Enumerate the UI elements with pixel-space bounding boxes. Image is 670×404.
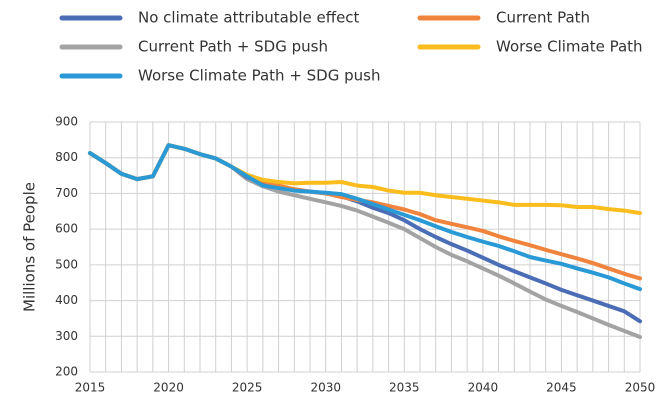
y-tick-label: 200 [55,365,78,379]
x-tick-label: 2025 [232,381,263,395]
legend-label: Current Path [496,9,590,27]
series-line [88,143,642,324]
legend-label: Current Path + SDG push [138,38,328,56]
legend-label: No climate attributable effect [138,9,360,27]
legend-label: Worse Climate Path + SDG push [138,67,380,85]
x-tick-label: 2035 [389,381,420,395]
y-tick-label: 700 [55,186,78,200]
y-tick-label: 300 [55,329,78,343]
y-tick-label: 600 [55,222,78,236]
series-line [88,143,642,292]
x-tick-label: 2040 [468,381,499,395]
y-tick-label: 900 [55,115,78,129]
x-tick-label: 2030 [310,381,341,395]
x-tick-label: 2020 [153,381,184,395]
legend-label: Worse Climate Path [496,38,643,56]
x-tick-label: 2015 [75,381,106,395]
y-tick-label: 400 [55,293,78,307]
x-tick-label: 2045 [546,381,577,395]
y-tick-label: 500 [55,257,78,271]
series-line [88,143,642,339]
y-axis-label: Millions of People [21,182,39,312]
x-tick-label: 2050 [625,381,656,395]
y-tick-label: 800 [55,150,78,164]
